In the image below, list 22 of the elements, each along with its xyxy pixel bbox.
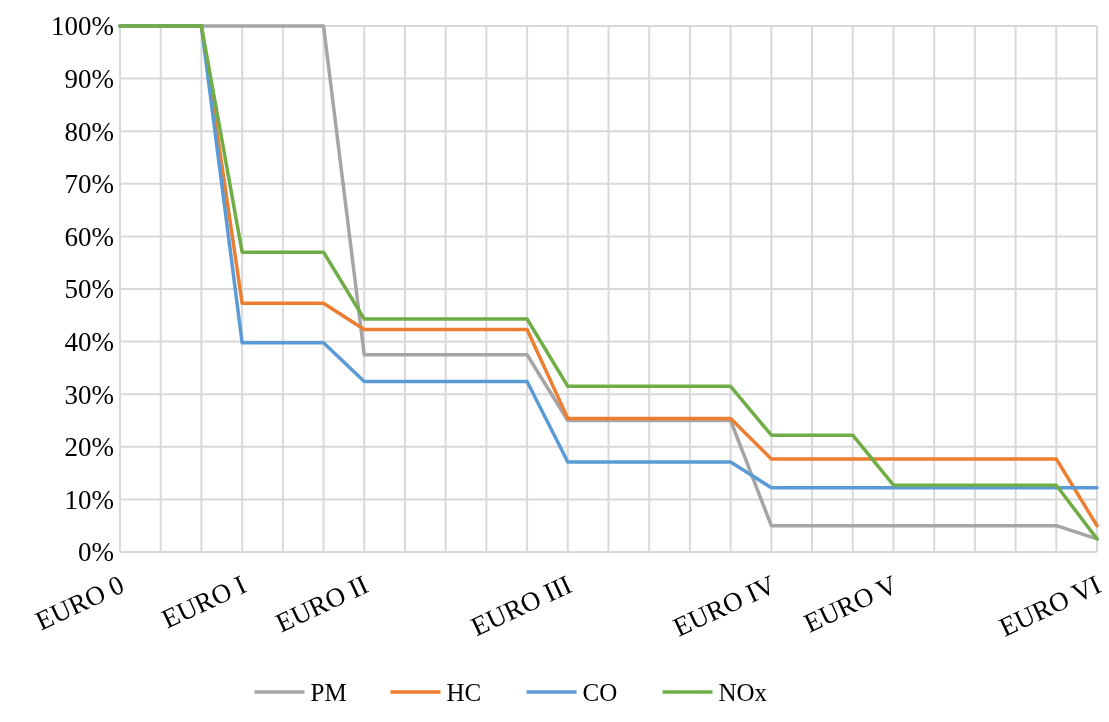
y-tick-label: 90% [64,64,114,95]
y-tick-label: 30% [64,379,114,410]
y-tick-label: 80% [64,116,114,147]
x-tick-label: EURO II [271,569,373,639]
legend-label: CO [582,678,618,706]
legend-label: NOx [718,678,768,706]
y-tick-label: 50% [64,274,114,305]
legend-label: PM [310,678,347,706]
x-tick-label: EURO 0 [30,569,129,637]
y-tick-label: 60% [64,221,114,252]
y-tick-label: 70% [64,169,114,200]
x-tick-label: EURO I [157,569,251,635]
x-tick-label: EURO III [466,569,577,642]
x-tick-label: EURO VI [994,569,1106,643]
legend-label: HC [446,678,482,706]
x-tick-label: EURO V [799,569,903,639]
y-tick-label: 40% [64,327,114,358]
y-tick-label: 100% [51,11,114,42]
y-tick-label: 20% [64,432,114,463]
x-tick-label: EURO IV [668,569,781,643]
y-tick-label: 0% [78,537,114,568]
y-tick-label: 10% [64,484,114,515]
